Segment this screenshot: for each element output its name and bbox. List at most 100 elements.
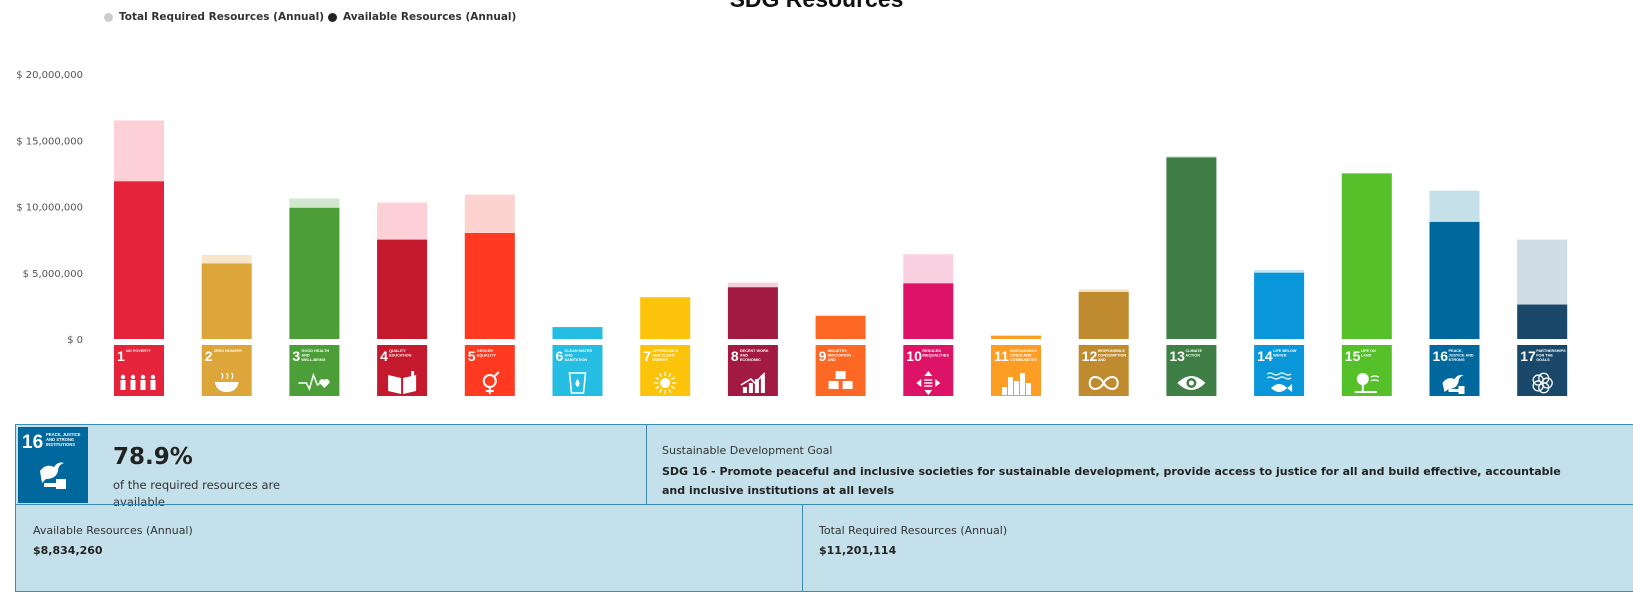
legend-dot-available [328,12,338,22]
sdg-tile-label: AFFORDABLE [652,349,679,353]
bar-available-sdg-3[interactable] [289,207,340,339]
percent-value: 78.9% [113,444,193,470]
sdg-tile-number: 13 [1169,348,1185,364]
sdg-tile-label: ENERGY [652,358,669,362]
sdg-tile-number: 3 [292,348,300,364]
y-tick-label: $ 0 [67,335,83,346]
bar-available-sdg-1[interactable] [114,181,164,339]
bar-available-sdg-16[interactable] [1429,221,1480,339]
sdg-tile-label: QUALITY [389,349,406,353]
sdg-tile-bg [1078,345,1129,396]
bar-available-sdg-8[interactable] [727,287,778,339]
sdg-tile-label: AND [1098,358,1106,362]
heartbeat-icon [298,372,330,392]
y-tick-label: $ 10,000,000 [16,203,83,214]
legend-dot-total [104,12,113,22]
sdg-tile-label: WELL-BEING [301,358,325,362]
sdg-tile-label: EDUCATION [389,354,412,358]
family-icon [120,374,156,390]
svg-text:PEACE, JUSTICE: PEACE, JUSTICE [46,432,81,437]
y-tick-label: $ 15,000,000 [16,136,83,147]
sdg-tile-number: 2 [205,348,213,364]
bar-available-sdg-9[interactable] [815,315,866,339]
sdg-tile-label: LIFE BELOW [1273,349,1297,353]
sdg-tile-bg [377,345,428,396]
fish-icon [1266,372,1293,392]
bar-available-sdg-13[interactable] [1166,157,1217,339]
sdg-tile-label: CITIES AND [1010,354,1032,358]
bowl-icon [214,372,239,392]
growth-icon [740,372,766,393]
arrows-icon [916,371,941,395]
bar-available-sdg-6[interactable] [552,327,603,339]
sun-icon [654,372,677,394]
info-panel: 16 PEACE, JUSTICE AND STRONG INSTITUTION… [15,424,1633,592]
city-icon [1002,373,1031,395]
bars [114,120,1568,339]
goal-heading: Sustainable Development Goal [662,444,833,457]
available-label: Available Resources (Annual) [33,524,193,537]
bar-available-sdg-15[interactable] [1341,173,1392,339]
sdg-tile-label: INEQUALITIES [922,354,949,358]
water-icon [568,372,587,394]
sdg-tile-label: AND [828,358,836,362]
sdg-tile-label: CONSUMPTION [1098,354,1127,358]
sdg-tile-label: CLEAN WATER [565,349,593,353]
sdg-tile-label: ECONOMIC [740,358,761,362]
sdg-tile-label: GOOD HEALTH [301,349,329,353]
sdg-tile-1[interactable]: 1 NO POVERTY [114,345,164,396]
sdg-tile-label: REDUCED [922,349,941,353]
bar-available-sdg-4[interactable] [377,239,428,339]
bar-available-sdg-12[interactable] [1078,291,1129,339]
bar-available-sdg-17[interactable] [1517,304,1568,339]
bar-available-sdg-11[interactable] [991,335,1041,339]
sdg-tile-number: 1 [117,348,125,364]
tree-icon [1354,373,1380,393]
sdg-tile-label: SUSTAINABLE [1010,349,1037,353]
y-axis: $ 0 $ 5,000,000 $ 10,000,000 $ 15,000,000 $ … [16,70,83,346]
chart-legend: Total Required Resources (Annual) Availa… [104,11,520,23]
dove-icon: 16 PEACE, JUSTICE AND STRONG INSTITUTION… [22,432,81,489]
bar-available-sdg-14[interactable] [1254,272,1305,339]
bar-available-sdg-7[interactable] [640,297,691,339]
sdg-tile-2[interactable]: 2 ZERO HUNGER [201,345,252,396]
sdg-tile-label: AND CLEAN [652,354,675,358]
infinity-icon [1088,376,1119,390]
sdg-tile-label: LAND [1361,354,1372,358]
required-value: $11,201,114 [819,544,897,557]
bar-available-sdg-5[interactable] [464,233,515,339]
sdg-tile-label: NO POVERTY [126,349,151,353]
legend-item-available[interactable]: Available Resources (Annual) [328,11,516,23]
sdg-tile-label: RESPONSIBLE [1098,349,1126,353]
y-tick-label: $ 5,000,000 [23,269,83,280]
eye-icon [1177,376,1206,390]
sdg16-tile-number: 16 [22,432,43,453]
sdg-tiles: 1 NO POVERTY 2 ZERO HUNGER 3 GOOD HEALTHANDWE… [114,345,1568,396]
sdg-tile-number: 9 [819,348,827,364]
chart-title: SDG Resources [0,0,1633,13]
bar-available-sdg-2[interactable] [201,263,252,339]
sdg-tile-number: 14 [1257,348,1273,364]
sdg-tile-number: 16 [1433,348,1449,364]
required-cell: Total Required Resources (Annual) $11,20… [802,504,1633,592]
sdg-tile-label: FOR THE [1536,354,1553,358]
sdg-tile-bg [815,345,866,396]
legend-item-total[interactable]: Total Required Resources (Annual) [104,11,324,23]
sdg-tile-label: CLIMATE [1185,349,1202,353]
bar-available-sdg-10[interactable] [903,283,954,339]
